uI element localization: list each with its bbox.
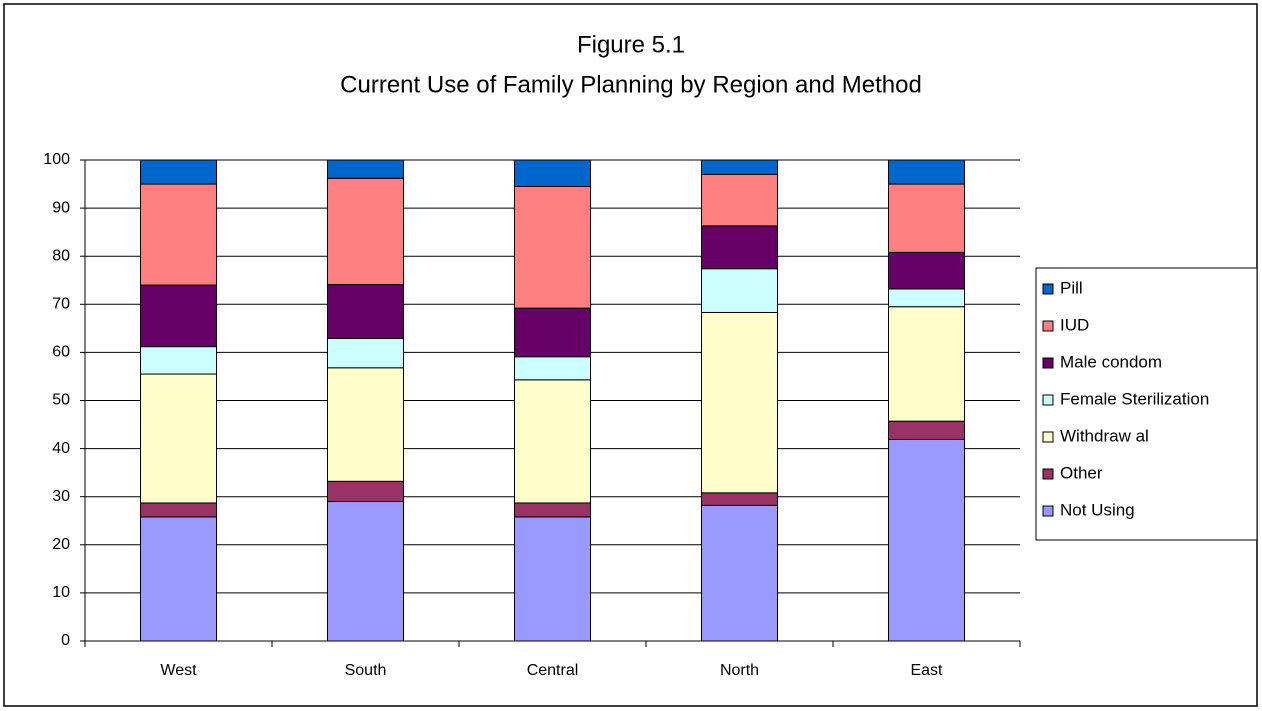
bar-segment (140, 502, 217, 518)
legend-swatch (1042, 468, 1054, 480)
legend-label: Not Using (1060, 500, 1135, 519)
bar-segment (701, 311, 778, 494)
bar-segment (888, 251, 965, 290)
y-tick-label: 40 (52, 440, 70, 457)
y-tick-label: 10 (52, 584, 70, 601)
bar-segment (701, 492, 778, 506)
chart-subtitle: Current Use of Family Planning by Region… (340, 71, 922, 98)
x-tick-label: North (720, 662, 759, 679)
bar-segment (327, 367, 404, 482)
bar-segment (140, 159, 217, 185)
bar-segment (140, 346, 217, 375)
x-tick-label: Central (527, 662, 579, 679)
legend-label: Female Sterilization (1060, 389, 1209, 408)
legend-label: Other (1060, 463, 1103, 482)
legend-swatch (1042, 320, 1054, 332)
legend-swatch (1042, 431, 1054, 443)
legend-label: Pill (1060, 278, 1083, 297)
y-tick-label: 60 (52, 344, 70, 361)
y-tick-label: 20 (52, 536, 70, 553)
bar-segment (327, 177, 404, 286)
bar-segment (140, 284, 217, 348)
y-tick-label: 100 (43, 151, 70, 168)
bar-segment (327, 284, 404, 339)
legend-swatch (1042, 357, 1054, 369)
bar-segment (701, 159, 778, 175)
legend-swatch (1042, 505, 1054, 517)
y-tick-label: 0 (61, 632, 70, 649)
bar-segment (888, 420, 965, 440)
legend-label: Withdraw al (1060, 426, 1149, 445)
y-tick-label: 80 (52, 247, 70, 264)
bar-segment (140, 183, 217, 286)
bar-segment (888, 306, 965, 422)
bar-segment (140, 373, 217, 504)
bar-segment (327, 159, 404, 179)
bar-segment (701, 225, 778, 270)
y-tick-label: 30 (52, 488, 70, 505)
legend-swatch (1042, 394, 1054, 406)
bar-segment (888, 159, 965, 185)
bar-segment (701, 504, 778, 642)
bar-segment (888, 183, 965, 253)
bar-segment (327, 480, 404, 503)
bar-segment (888, 438, 965, 642)
y-tick-label: 70 (52, 296, 70, 313)
legend-label: IUD (1060, 315, 1089, 334)
y-tick-label: 50 (52, 392, 70, 409)
bar-segment (514, 159, 591, 187)
bar-segment (514, 356, 591, 381)
bar-segment (514, 307, 591, 358)
x-tick-label: West (160, 662, 197, 679)
bar-segment (140, 516, 217, 642)
legend-label: Male condom (1060, 352, 1162, 371)
chart-title: Figure 5.1 (577, 31, 685, 58)
bar-segment (514, 185, 591, 309)
bar-segment (327, 501, 404, 642)
bar-segment (514, 516, 591, 642)
bar-segment (327, 337, 404, 369)
bar-segment (701, 268, 778, 313)
y-tick-label: 90 (52, 199, 70, 216)
x-tick-label: East (910, 662, 943, 679)
bar-segment (888, 288, 965, 308)
bar-segment (514, 502, 591, 518)
legend-box (1035, 267, 1258, 541)
bar-segment (514, 379, 591, 504)
bar-segment (701, 173, 778, 227)
x-tick-label: South (345, 662, 387, 679)
legend-swatch (1042, 283, 1054, 295)
